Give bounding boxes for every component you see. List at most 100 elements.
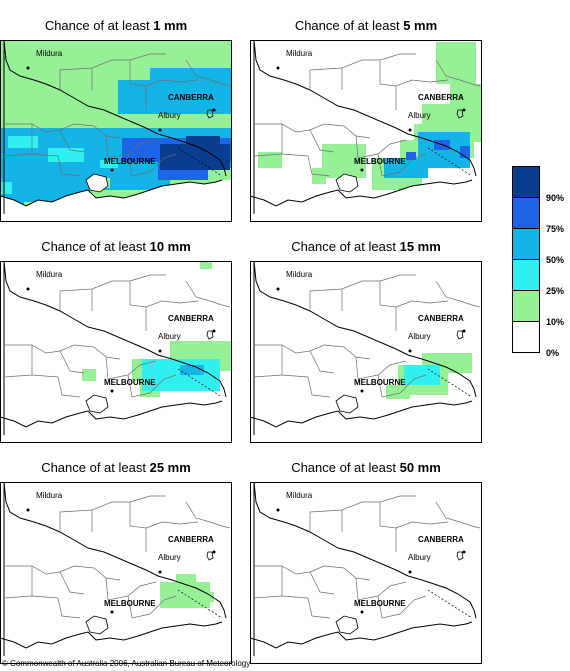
- probability-zone: [436, 42, 476, 84]
- probability-zone: [100, 160, 118, 168]
- district-line: [177, 368, 223, 398]
- port-phillip-bay: [85, 394, 109, 414]
- label-canberra: CANBERRA: [418, 314, 464, 323]
- panel-title: Chance of at least 1 mm: [44, 18, 188, 33]
- city-marker: [212, 329, 216, 333]
- city-marker: [212, 550, 216, 554]
- probability-zone: [200, 261, 212, 269]
- legend-swatch-50: [512, 228, 540, 260]
- coastline: [250, 621, 473, 649]
- port-phillip-bay: [335, 173, 359, 193]
- district-borders: [3, 344, 177, 398]
- probability-map: Mildura CANBERRA Albury MELBOURNE: [250, 482, 482, 664]
- probability-zone: [312, 168, 326, 184]
- probability-zone: [406, 152, 416, 160]
- ocean: [250, 622, 482, 664]
- act-border: [456, 109, 464, 119]
- coastline: [250, 400, 473, 428]
- district-borders: [3, 123, 177, 177]
- probability-map: Mildura CANBERRA Albury MELBOURNE: [0, 482, 232, 664]
- port-phillip-bay: [335, 394, 359, 414]
- legend-swatch-90: [512, 166, 540, 198]
- city-marker: [360, 168, 364, 172]
- city-marker: [462, 550, 466, 554]
- state-border: [3, 482, 227, 619]
- probability-zone: [8, 136, 38, 148]
- city-marker: [360, 389, 364, 393]
- probability-zone: [160, 582, 210, 608]
- coastline: [0, 400, 223, 428]
- legend-label: 10%: [546, 317, 565, 327]
- probability-zone: [258, 152, 282, 168]
- port-phillip-bay: [85, 615, 109, 635]
- city-marker: [212, 108, 216, 112]
- district-borders: [59, 274, 231, 331]
- panel-title: Chance of at least 15 mm: [291, 239, 441, 254]
- probability-map: Mildura CANBERRA Albury MELBOURNE: [0, 261, 232, 443]
- district-borders: [309, 495, 481, 552]
- probability-zone: [186, 136, 220, 146]
- city-marker: [110, 610, 114, 614]
- legend-swatch-75: [512, 197, 540, 229]
- city-marker: [26, 287, 30, 291]
- map-frame: [250, 261, 482, 443]
- legend-label: 0%: [546, 348, 560, 358]
- ocean: [0, 180, 232, 222]
- legend-label: 75%: [546, 224, 565, 234]
- district-borders: [309, 53, 481, 110]
- probability-zone: [450, 84, 482, 104]
- city-marker: [408, 570, 412, 574]
- city-marker: [408, 349, 412, 353]
- act-border: [206, 109, 214, 119]
- label-albury: Albury: [408, 332, 431, 341]
- legend-label: 90%: [546, 193, 565, 203]
- act-border: [456, 330, 464, 340]
- city-marker: [276, 66, 280, 70]
- city-marker: [462, 329, 466, 333]
- district-borders: [59, 53, 231, 110]
- district-borders: [253, 344, 427, 398]
- probability-zone: [82, 369, 96, 381]
- district-line: [427, 368, 473, 398]
- map-frame: [250, 482, 482, 664]
- probability-map: Mildura CANBERRA Albury MELBOURNE: [250, 40, 482, 222]
- state-border: [3, 40, 227, 177]
- city-marker: [26, 508, 30, 512]
- state-border: [253, 40, 477, 177]
- district-line: [177, 589, 223, 619]
- city-marker: [276, 287, 280, 291]
- legend-label: 50%: [546, 255, 565, 265]
- probability-zone: [160, 144, 230, 170]
- label-albury: Albury: [158, 332, 181, 341]
- district-line: [177, 147, 223, 177]
- probability-zone: [202, 592, 214, 602]
- city-marker: [462, 108, 466, 112]
- probability-zone: [404, 365, 440, 385]
- probability-zone: [322, 144, 366, 178]
- label-canberra: CANBERRA: [168, 535, 214, 544]
- label-melbourne: MELBOURNE: [104, 599, 156, 608]
- ocean: [0, 401, 232, 443]
- district-borders: [253, 565, 427, 619]
- city-marker: [110, 168, 114, 172]
- label-mildura: Mildura: [36, 270, 63, 279]
- act-border: [206, 330, 214, 340]
- city-marker: [110, 389, 114, 393]
- map-frame: [0, 40, 232, 222]
- label-mildura: Mildura: [36, 49, 63, 58]
- legend-swatch-10: [512, 290, 540, 322]
- coastline: [0, 621, 223, 649]
- probability-zone: [176, 574, 196, 584]
- coastline: [0, 179, 223, 207]
- label-canberra: CANBERRA: [418, 535, 464, 544]
- ocean: [250, 401, 482, 443]
- probability-zone: [460, 146, 470, 158]
- label-melbourne: MELBOURNE: [354, 157, 406, 166]
- label-melbourne: MELBOURNE: [104, 157, 156, 166]
- city-marker: [158, 349, 162, 353]
- district-borders: [253, 123, 427, 177]
- panel-title: Chance of at least 5 mm: [294, 18, 438, 33]
- label-albury: Albury: [408, 553, 431, 562]
- map-frame: [250, 40, 482, 222]
- state-border: [253, 482, 477, 619]
